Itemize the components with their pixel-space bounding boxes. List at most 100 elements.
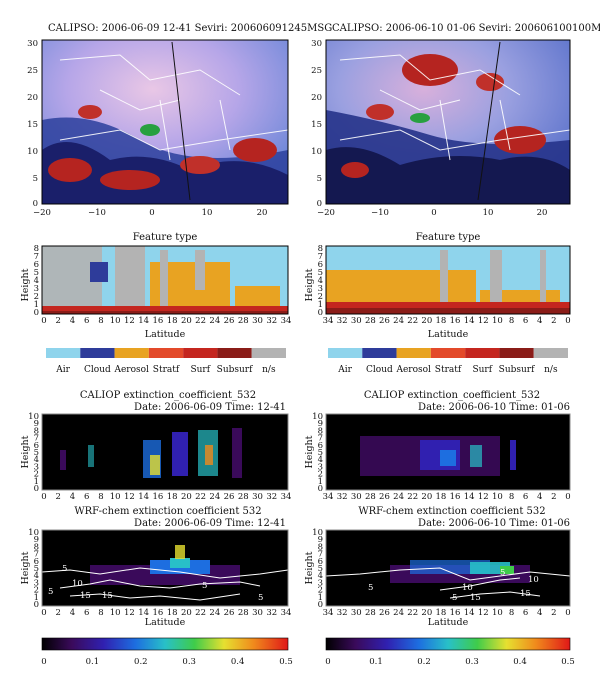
xtick-label: 24 bbox=[209, 608, 220, 618]
feature-right-xaxis: 34 32 30 28 26 24 22 20 18 16 14 12 10 8 6 4 2 0 bbox=[323, 316, 571, 326]
xtick-label: 20 bbox=[181, 608, 192, 618]
caliop-right-xaxis: 34 32 30 28 26 24 22 20 18 16 14 12 10 8 6 4 2 0 bbox=[323, 492, 571, 502]
xtick-label: 4 bbox=[537, 608, 542, 618]
xtick-label: 26 bbox=[379, 316, 390, 326]
xtick-label: 10 bbox=[110, 608, 121, 618]
ytick-label: 1 bbox=[34, 300, 39, 310]
ytick-label: 5 bbox=[34, 564, 39, 574]
ytick-label: 9 bbox=[34, 535, 39, 545]
legend-label: Subsurf bbox=[217, 365, 253, 375]
xtick-label: 18 bbox=[436, 608, 447, 618]
xtick-label: 0 bbox=[41, 316, 46, 326]
sat-left-ytick: 25 bbox=[27, 66, 38, 76]
xtick-label: 32 bbox=[337, 608, 348, 618]
contour-label: 5 bbox=[202, 581, 207, 591]
xtick-label: 34 bbox=[323, 608, 334, 618]
xtick-label: 0 bbox=[325, 657, 330, 667]
sat-right-ytick: 0 bbox=[317, 199, 322, 209]
legend-label: Surf bbox=[472, 365, 492, 375]
ytick-label: 9 bbox=[34, 419, 39, 429]
xtick-label: 16 bbox=[152, 492, 163, 502]
ytick-label: 7 bbox=[34, 434, 39, 444]
ytick-label: 2 bbox=[318, 586, 323, 596]
sat-right-ytick: 20 bbox=[311, 93, 322, 103]
legend-swatch bbox=[217, 348, 252, 358]
xtick-label: 8 bbox=[509, 492, 514, 502]
xtick-label: 16 bbox=[450, 492, 461, 502]
xtick-label: 14 bbox=[138, 316, 149, 326]
xtick-label: 14 bbox=[464, 316, 475, 326]
xtick-label: 20 bbox=[181, 316, 192, 326]
sat-left-map bbox=[41, 39, 289, 205]
ytick-label: 1 bbox=[34, 477, 39, 487]
wrf-right-date: Date: 2006-06-10 Time: 01-06 bbox=[418, 518, 570, 529]
ytick-label: 9 bbox=[318, 419, 323, 429]
xtick-label: 24 bbox=[393, 316, 404, 326]
legend-swatch bbox=[183, 348, 218, 358]
xtick-label: 28 bbox=[238, 316, 249, 326]
feature-left-xlabel: Latitude bbox=[145, 329, 186, 340]
xtick-label: 2 bbox=[551, 492, 556, 502]
xtick-label: 26 bbox=[224, 316, 235, 326]
legend-swatch bbox=[114, 348, 149, 358]
wrf-left-xaxis: 0 2 4 6 8 10 12 14 16 18 20 22 24 26 28 30 32 34 bbox=[41, 608, 291, 618]
legend-label: Air bbox=[55, 365, 70, 375]
xtick-label: 2 bbox=[551, 316, 556, 326]
xtick-label: 28 bbox=[238, 492, 249, 502]
xtick-label: 30 bbox=[351, 316, 362, 326]
xtick-label: 0.5 bbox=[561, 657, 575, 667]
xtick-label: 0.1 bbox=[86, 657, 100, 667]
sat-right-ytick: 5 bbox=[317, 174, 322, 184]
sat-right-ytick: 15 bbox=[311, 120, 322, 130]
feature-right-plot bbox=[325, 245, 571, 315]
ytick-label: 2 bbox=[34, 586, 39, 596]
contour-label: 5 bbox=[62, 564, 67, 574]
xtick-label: 30 bbox=[252, 492, 263, 502]
xtick-label: 0 bbox=[565, 608, 570, 618]
legend-label: Stratf bbox=[435, 365, 462, 375]
sat-right-map bbox=[325, 39, 571, 205]
caliop-left-title: CALIOP extinction_coefficient_532 bbox=[80, 390, 256, 401]
ytick-label: 9 bbox=[318, 535, 323, 545]
xtick-label: 0.4 bbox=[513, 657, 527, 667]
feature-right-title: Feature type bbox=[416, 232, 481, 243]
caliop-left-plot bbox=[41, 413, 289, 491]
xtick-label: 4 bbox=[70, 492, 75, 502]
legend-swatch bbox=[533, 348, 568, 358]
ytick-label: 2 bbox=[318, 292, 323, 302]
colorbar-left bbox=[41, 637, 289, 651]
xtick-label: 26 bbox=[224, 608, 235, 618]
sat-right-xtick: 20 bbox=[537, 208, 548, 218]
xtick-label: 10 bbox=[492, 492, 503, 502]
xtick-label: 34 bbox=[281, 608, 292, 618]
xtick-label: 0.2 bbox=[417, 657, 431, 667]
xtick-label: 34 bbox=[281, 316, 292, 326]
xtick-label: 18 bbox=[167, 608, 178, 618]
xtick-label: 16 bbox=[450, 316, 461, 326]
xtick-label: 18 bbox=[167, 492, 178, 502]
colorbar-right bbox=[325, 637, 571, 651]
xtick-label: 22 bbox=[407, 608, 418, 618]
xtick-label: 8 bbox=[509, 316, 514, 326]
sat-left-ytick: 10 bbox=[27, 147, 38, 157]
sat-left-ytick: 15 bbox=[27, 120, 38, 130]
xtick-label: 0 bbox=[41, 492, 46, 502]
wrf-right-xlabel: Latitude bbox=[428, 617, 469, 628]
ytick-label: 5 bbox=[34, 268, 39, 278]
xtick-label: 4 bbox=[70, 608, 75, 618]
legend-label: Aerosol bbox=[395, 365, 431, 375]
sat-right-title: CALIPSO: 2006-06-10 01-06 Seviri: 200606… bbox=[332, 23, 600, 34]
contour-label: 10 bbox=[72, 579, 83, 589]
ytick-label: 7 bbox=[34, 550, 39, 560]
xtick-label: 12 bbox=[124, 316, 135, 326]
xtick-label: 20 bbox=[421, 492, 432, 502]
xtick-label: 22 bbox=[195, 608, 206, 618]
wrf-right-plot bbox=[325, 529, 571, 607]
legend-label: n/s bbox=[544, 365, 558, 375]
xtick-label: 14 bbox=[464, 492, 475, 502]
xtick-label: 30 bbox=[351, 492, 362, 502]
wrf-left-ylabel: Height bbox=[20, 551, 31, 584]
ytick-label: 7 bbox=[318, 434, 323, 444]
